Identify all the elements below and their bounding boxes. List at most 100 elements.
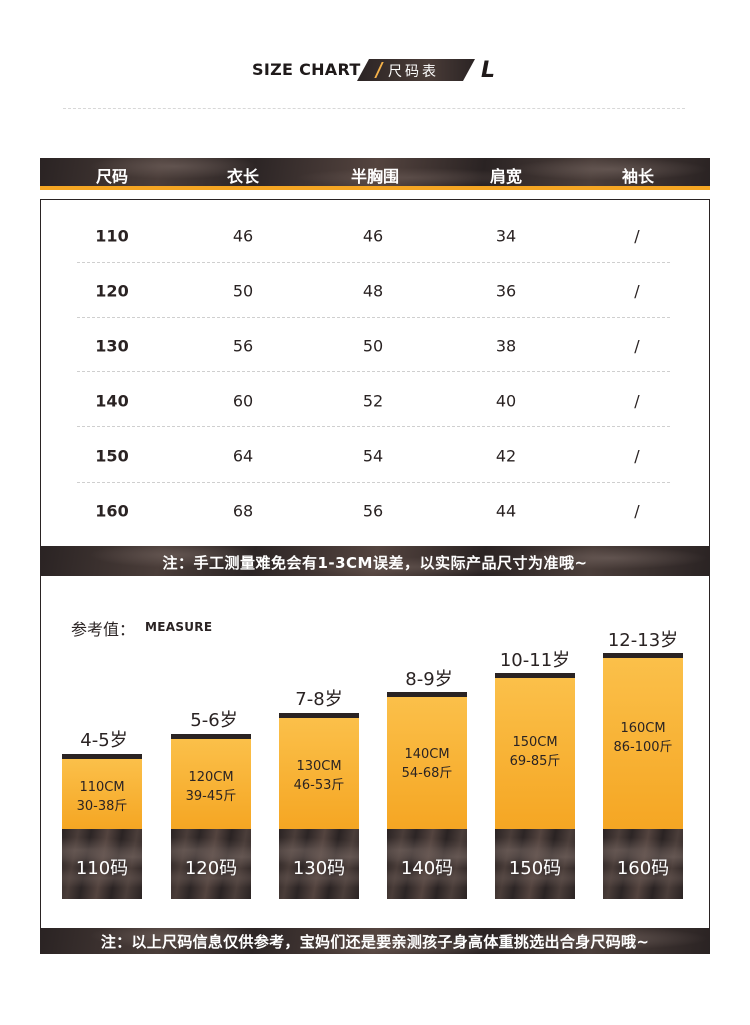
- age-label: 10-11岁: [499, 650, 571, 671]
- size-chart-title: SIZE CHART: [252, 60, 361, 79]
- bar-base: [495, 829, 575, 899]
- cell-shoulder: 44: [495, 501, 517, 520]
- row-divider: [77, 426, 670, 427]
- bar-weight: 86-100斤: [613, 740, 673, 755]
- cell-size: 150: [95, 446, 129, 465]
- cell-half-chest: 46: [362, 226, 384, 245]
- reference-label: 参考值：: [71, 620, 136, 639]
- bar-height: 120CM: [188, 770, 234, 785]
- reference-note: 注：以上尺码信息仅供参考，宝妈们还是要亲测孩子身高体重挑选出合身尺码哦~: [100, 933, 650, 951]
- bar-size-label: 150码: [508, 858, 562, 879]
- cell-length: 46: [232, 226, 254, 245]
- cell-size: 110: [95, 226, 129, 245]
- table-row: 160 68 56 44 /: [40, 483, 710, 538]
- cell-shoulder: 36: [495, 281, 517, 300]
- cell-half-chest: 50: [362, 336, 384, 355]
- column-header-shoulder: 肩宽: [489, 167, 523, 186]
- cell-shoulder: 40: [495, 391, 517, 410]
- bar-cap: [387, 692, 467, 697]
- column-header-half-chest: 半胸围: [350, 167, 400, 186]
- age-label: 12-13岁: [607, 630, 679, 651]
- reference-bar: [171, 739, 251, 829]
- cell-length: 56: [232, 336, 254, 355]
- bar-base: [171, 829, 251, 899]
- bar-size-label: 120码: [184, 858, 238, 879]
- age-label: 7-8岁: [295, 689, 343, 710]
- table-row: 140 60 52 40 /: [40, 373, 710, 428]
- reference-bar: [603, 658, 683, 829]
- bar-size-label: 130码: [292, 858, 346, 879]
- cell-half-chest: 52: [362, 391, 384, 410]
- bar-height: 110CM: [79, 780, 125, 795]
- measurement-note: 注：手工测量难免会有1-3CM误差，以实际产品尺寸为准哦~: [162, 554, 588, 572]
- reference-label-en: MEASURE: [145, 620, 213, 634]
- table-row: 150 64 54 42 /: [40, 428, 710, 483]
- row-divider: [77, 371, 670, 372]
- bar-base: [603, 829, 683, 899]
- bar-cap: [495, 673, 575, 678]
- bar-height: 150CM: [512, 735, 558, 750]
- row-divider: [77, 482, 670, 483]
- measurement-note-bar: [40, 546, 710, 576]
- bar-weight: 69-85斤: [509, 754, 561, 769]
- reference-bar: [279, 718, 359, 829]
- cell-sleeve: /: [634, 281, 640, 300]
- bar-base: [279, 829, 359, 899]
- bar-cap: [62, 754, 142, 759]
- bar-size-label: 140码: [400, 858, 454, 879]
- size-chart-tag: [357, 59, 475, 81]
- cell-sleeve: /: [634, 501, 640, 520]
- reference-bar: [387, 697, 467, 829]
- cell-half-chest: 56: [362, 501, 384, 520]
- bar-weight: 30-38斤: [76, 799, 128, 814]
- reference-note-bar: [40, 928, 710, 954]
- cell-length: 68: [232, 501, 254, 520]
- row-divider: [77, 262, 670, 263]
- table-row: 110 46 46 34 /: [40, 208, 710, 263]
- cell-size: 140: [95, 391, 129, 410]
- cell-sleeve: /: [634, 446, 640, 465]
- age-label: 4-5岁: [80, 730, 128, 751]
- table-header-bar: [40, 158, 710, 186]
- row-divider: [77, 317, 670, 318]
- cell-sleeve: /: [634, 391, 640, 410]
- column-header-length: 衣长: [226, 167, 260, 186]
- cell-half-chest: 54: [362, 446, 384, 465]
- bar-weight: 46-53斤: [293, 778, 345, 793]
- age-label: 8-9岁: [405, 669, 453, 690]
- bar-base: [387, 829, 467, 899]
- reference-bar: [62, 759, 142, 829]
- bar-base: [62, 829, 142, 899]
- cell-length: 60: [232, 391, 254, 410]
- bar-cap: [279, 713, 359, 718]
- cell-shoulder: 42: [495, 446, 517, 465]
- bar-height: 130CM: [296, 759, 342, 774]
- header-divider: [63, 108, 685, 109]
- bar-height: 140CM: [404, 747, 450, 762]
- cell-size: 160: [95, 501, 129, 520]
- cell-sleeve: /: [634, 226, 640, 245]
- bar-size-label: 160码: [616, 858, 670, 879]
- cell-shoulder: 34: [495, 226, 517, 245]
- bar-height: 160CM: [620, 721, 666, 736]
- bar-size-label: 110码: [75, 858, 129, 879]
- cell-size: 130: [95, 336, 129, 355]
- column-header-sleeve: 袖长: [621, 167, 655, 186]
- cell-half-chest: 48: [362, 281, 384, 300]
- size-table: [40, 199, 710, 547]
- size-chart-tag-label: 尺码表: [388, 64, 439, 80]
- cell-size: 120: [95, 281, 129, 300]
- reference-bar: [495, 678, 575, 829]
- bar-cap: [603, 653, 683, 658]
- cell-shoulder: 38: [495, 336, 517, 355]
- table-row: 130 56 50 38 /: [40, 318, 710, 373]
- reference-section: [40, 576, 710, 928]
- column-header-size: 尺码: [95, 167, 129, 186]
- cell-length: 50: [232, 281, 254, 300]
- bar-cap: [171, 734, 251, 739]
- age-label: 5-6岁: [190, 710, 238, 731]
- table-header-accent: [40, 186, 710, 190]
- bar-weight: 54-68斤: [401, 766, 453, 781]
- table-row: 120 50 48 36 /: [40, 263, 710, 318]
- brand-l-mark: L: [481, 58, 496, 83]
